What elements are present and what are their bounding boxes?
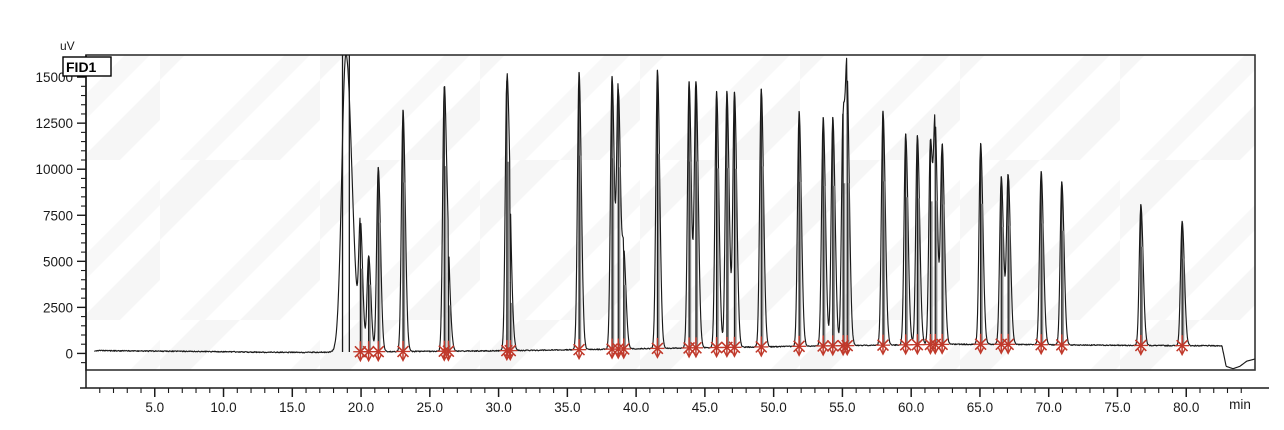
peak-marker[interactable] [825,335,840,357]
x-axis-tick-label: 80.0 [1173,400,1199,415]
x-axis-tick-label: 70.0 [1036,400,1062,415]
peak-marker[interactable] [709,337,724,359]
peak-marker[interactable] [503,340,518,362]
peak-shadow-group [341,55,1185,352]
peak-marker[interactable] [1054,334,1069,356]
x-axis-tick-label: 40.0 [623,400,649,415]
x-axis-tick-label: 25.0 [417,400,443,415]
x-axis-tick-label: 5.0 [145,400,164,415]
peak-marker[interactable] [371,341,386,363]
y-axis-tick-label: 12500 [35,116,73,131]
x-axis-unit-label: min [1229,397,1251,412]
peak-marker[interactable] [791,335,807,357]
x-axis: 5.0 10.0 15.0 20.0 25.0 30.0 35.0 40.0 45.0 50.0 5… [80,387,1269,415]
y-axis-tick-label: 0 [65,346,73,361]
y-axis-unit-label: uV [60,39,75,53]
trace-label-badge[interactable]: FID1 [62,56,112,77]
x-axis-tick-label: 55.0 [829,400,855,415]
trace-label-text: FID1 [66,59,97,75]
x-axis-tick-label: 60.0 [898,400,924,415]
y-axis-tick-label: 2500 [43,300,73,315]
peak-marker[interactable] [688,337,704,359]
x-axis-tick-label: 30.0 [485,400,511,415]
peak-marker[interactable] [571,339,587,361]
peak-marker[interactable] [650,337,665,359]
peak-marker[interactable] [395,340,411,362]
peak-marker[interactable] [1133,334,1148,356]
x-axis-tick-label: 15.0 [279,400,305,415]
peak-marker[interactable] [1034,334,1049,356]
peak-marker[interactable] [754,336,769,358]
peak-marker[interactable] [816,335,831,357]
peak-marker[interactable] [875,334,891,356]
peak-marker[interactable] [840,335,855,357]
peak-marker[interactable] [1174,335,1190,357]
x-axis-tick-label: 75.0 [1104,400,1130,415]
y-axis-tick-label: 7500 [43,208,73,223]
x-axis-tick-label: 65.0 [967,400,993,415]
peak-marker[interactable] [1001,333,1016,355]
trace-label-box [62,56,112,77]
peak-marker[interactable] [361,341,376,363]
y-axis-tick-label: 5000 [43,254,73,269]
peak-marker[interactable] [616,338,631,360]
peak-marker[interactable] [973,333,988,355]
x-axis-tick-label: 20.0 [348,400,374,415]
watermark-background [86,55,1255,370]
y-axis-tick-label: 10000 [35,162,73,177]
peak-marker[interactable] [441,340,456,362]
peak-marker[interactable] [898,334,913,356]
peak-marker[interactable] [910,334,925,356]
x-axis-tick-label: 45.0 [692,400,718,415]
peak-marker-group [353,333,1190,363]
x-axis-tick-label: 10.0 [210,400,236,415]
peak-marker[interactable] [727,336,742,358]
signal-trace-group [94,55,1255,370]
x-axis-tick-label: 50.0 [761,400,787,415]
peak-marker[interactable] [934,333,950,355]
x-axis-tick-label: 35.0 [554,400,580,415]
